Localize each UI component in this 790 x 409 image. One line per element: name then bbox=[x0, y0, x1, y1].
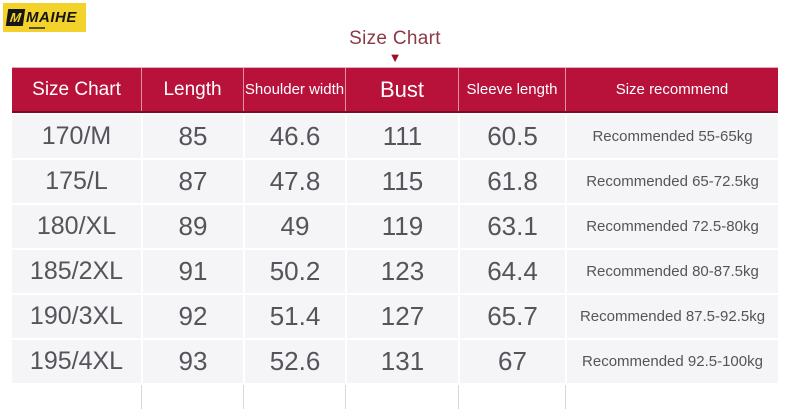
cell-sleeve: 65.7 bbox=[458, 295, 565, 338]
table-row: 175/L 87 47.8 115 61.8 Recommended 65-72… bbox=[12, 158, 778, 203]
cell-bust: 119 bbox=[345, 205, 458, 248]
empty-cell bbox=[243, 385, 345, 409]
table-row: 190/3XL 92 51.4 127 65.7 Recommended 87.… bbox=[12, 293, 778, 338]
header-length: Length bbox=[141, 68, 243, 111]
title-block: Size Chart ▼ bbox=[0, 28, 790, 64]
table-header-row: Size Chart Length Shoulder width Bust Sl… bbox=[12, 68, 778, 113]
cell-bust: 111 bbox=[345, 115, 458, 158]
cell-recommend: Recommended 92.5-100kg bbox=[565, 340, 778, 383]
cell-length: 91 bbox=[141, 250, 243, 293]
brand-logo: M MAIHE bbox=[3, 3, 86, 32]
cell-size: 175/L bbox=[45, 167, 108, 195]
cell-shoulder: 46.6 bbox=[243, 115, 345, 158]
brand-logo-text: MAIHE bbox=[26, 9, 77, 26]
cell-shoulder: 51.4 bbox=[243, 295, 345, 338]
cell-bust: 127 bbox=[345, 295, 458, 338]
header-size-recommend: Size recommend bbox=[565, 68, 778, 111]
cell-sleeve: 67 bbox=[458, 340, 565, 383]
header-size-chart: Size Chart bbox=[32, 78, 121, 100]
cell-shoulder: 47.8 bbox=[243, 160, 345, 203]
table-empty-row bbox=[12, 383, 778, 409]
cell-size: 170/M bbox=[41, 122, 112, 150]
cell-recommend: Recommended 87.5-92.5kg bbox=[565, 295, 778, 338]
header-shoulder-width-label: Shoulder width bbox=[244, 80, 345, 98]
cell-bust: 123 bbox=[345, 250, 458, 293]
cell-recommend: Recommended 65-72.5kg bbox=[565, 160, 778, 203]
empty-cell bbox=[458, 385, 565, 409]
table-row: 180/XL 89 49 119 63.1 Recommended 72.5-8… bbox=[12, 203, 778, 248]
cell-shoulder: 50.2 bbox=[243, 250, 345, 293]
cell-recommend: Recommended 55-65kg bbox=[565, 115, 778, 158]
cell-recommend: Recommended 72.5-80kg bbox=[565, 205, 778, 248]
cell-size: 180/XL bbox=[36, 212, 117, 240]
cell-length: 89 bbox=[141, 205, 243, 248]
brand-logo-mark-icon: M bbox=[5, 9, 26, 26]
table-row: 185/2XL 91 50.2 123 64.4 Recommended 80-… bbox=[12, 248, 778, 293]
header-sleeve-length-label: Sleeve length bbox=[466, 80, 558, 98]
cell-sleeve: 61.8 bbox=[458, 160, 565, 203]
empty-cell bbox=[565, 385, 778, 409]
cell-size: 190/3XL bbox=[29, 302, 124, 330]
header-shoulder-width: Shoulder width bbox=[243, 68, 345, 111]
cell-length: 87 bbox=[141, 160, 243, 203]
brand-logo-tagline bbox=[29, 27, 45, 29]
cell-size: 185/2XL bbox=[29, 257, 124, 285]
cell-length: 93 bbox=[141, 340, 243, 383]
cell-shoulder: 49 bbox=[243, 205, 345, 248]
page-title: Size Chart bbox=[349, 28, 441, 49]
header-sleeve-length: Sleeve length bbox=[458, 68, 565, 111]
cell-length: 85 bbox=[141, 115, 243, 158]
empty-cell bbox=[141, 385, 243, 409]
table-row: 195/4XL 93 52.6 131 67 Recommended 92.5-… bbox=[12, 338, 778, 383]
down-arrow-icon: ▼ bbox=[388, 50, 402, 65]
size-table: Size Chart Length Shoulder width Bust Sl… bbox=[12, 67, 778, 409]
header-bust: Bust bbox=[345, 68, 458, 111]
cell-sleeve: 64.4 bbox=[458, 250, 565, 293]
empty-cell bbox=[345, 385, 458, 409]
cell-size: 195/4XL bbox=[29, 347, 124, 375]
cell-sleeve: 63.1 bbox=[458, 205, 565, 248]
cell-recommend: Recommended 80-87.5kg bbox=[565, 250, 778, 293]
cell-length: 92 bbox=[141, 295, 243, 338]
cell-shoulder: 52.6 bbox=[243, 340, 345, 383]
cell-sleeve: 60.5 bbox=[458, 115, 565, 158]
cell-bust: 115 bbox=[345, 160, 458, 203]
table-row: 170/M 85 46.6 111 60.5 Recommended 55-65… bbox=[12, 113, 778, 158]
cell-bust: 131 bbox=[345, 340, 458, 383]
empty-cell bbox=[12, 385, 141, 409]
